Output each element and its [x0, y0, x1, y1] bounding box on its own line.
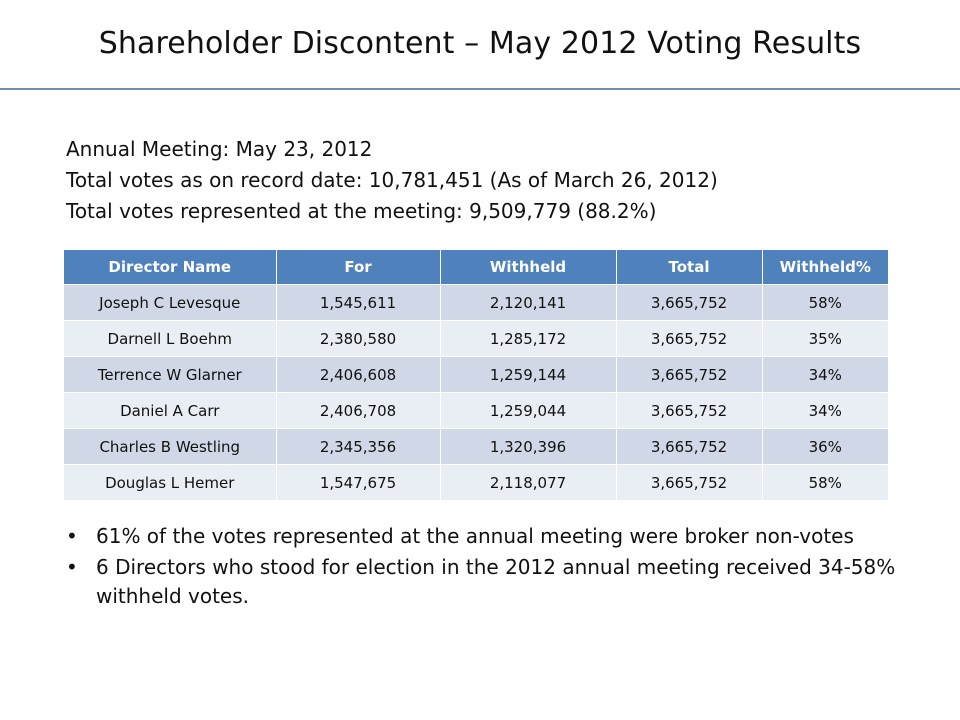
- cell-director-name: Charles B Westling: [64, 428, 277, 465]
- table-row: Darnell L Boehm 2,380,580 1,285,172 3,66…: [64, 320, 888, 357]
- meeting-date-line: Annual Meeting: May 23, 2012: [66, 137, 373, 161]
- slide-title: Shareholder Discontent – May 2012 Voting…: [98, 26, 862, 61]
- table-row: Joseph C Levesque 1,545,611 2,120,141 3,…: [64, 284, 888, 321]
- cell-for: 2,380,580: [276, 320, 441, 357]
- cell-director-name: Douglas L Hemer: [64, 464, 277, 500]
- represented-votes-line: Total votes represented at the meeting: …: [66, 199, 657, 223]
- record-votes-line: Total votes as on record date: 10,781,45…: [66, 168, 718, 192]
- table-row: Terrence W Glarner 2,406,608 1,259,144 3…: [64, 356, 888, 393]
- cell-for: 2,406,708: [276, 392, 441, 429]
- title-divider: [0, 88, 960, 90]
- bullet-dot-icon: •: [66, 555, 78, 579]
- cell-withheld-percent: 35%: [762, 320, 888, 357]
- header-director-name: Director Name: [64, 250, 277, 285]
- cell-total: 3,665,752: [616, 392, 763, 429]
- table-row: Charles B Westling 2,345,356 1,320,396 3…: [64, 428, 888, 465]
- table-header-row: Director Name For Withheld Total Withhel…: [64, 250, 888, 285]
- cell-withheld-percent: 34%: [762, 356, 888, 393]
- cell-total: 3,665,752: [616, 284, 763, 321]
- cell-director-name: Terrence W Glarner: [64, 356, 277, 393]
- cell-withheld: 2,120,141: [440, 284, 617, 321]
- cell-for: 2,406,608: [276, 356, 441, 393]
- bullet-dot-icon: •: [66, 524, 78, 548]
- cell-withheld: 2,118,077: [440, 464, 617, 500]
- cell-withheld-percent: 58%: [762, 464, 888, 500]
- header-withheld: Withheld: [440, 250, 617, 285]
- cell-withheld: 1,285,172: [440, 320, 617, 357]
- cell-withheld-percent: 34%: [762, 392, 888, 429]
- table-row: Daniel A Carr 2,406,708 1,259,044 3,665,…: [64, 392, 888, 429]
- cell-withheld-percent: 58%: [762, 284, 888, 321]
- table-row: Douglas L Hemer 1,547,675 2,118,077 3,66…: [64, 464, 888, 500]
- cell-withheld: 1,259,144: [440, 356, 617, 393]
- cell-for: 1,547,675: [276, 464, 441, 500]
- cell-director-name: Joseph C Levesque: [64, 284, 277, 321]
- bullet-list: • 61% of the votes represented at the an…: [66, 522, 896, 613]
- header-for: For: [276, 250, 441, 285]
- cell-total: 3,665,752: [616, 464, 763, 500]
- header-withheld-percent: Withheld%: [762, 250, 888, 285]
- cell-for: 2,345,356: [276, 428, 441, 465]
- cell-director-name: Daniel A Carr: [64, 392, 277, 429]
- cell-withheld: 1,259,044: [440, 392, 617, 429]
- cell-withheld-percent: 36%: [762, 428, 888, 465]
- meeting-info: Annual Meeting: May 23, 2012 Total votes…: [66, 134, 718, 227]
- voting-results-table: Director Name For Withheld Total Withhel…: [64, 250, 888, 500]
- cell-for: 1,545,611: [276, 284, 441, 321]
- header-total: Total: [616, 250, 763, 285]
- cell-withheld: 1,320,396: [440, 428, 617, 465]
- bullet-item: • 61% of the votes represented at the an…: [66, 522, 896, 551]
- cell-total: 3,665,752: [616, 320, 763, 357]
- cell-director-name: Darnell L Boehm: [64, 320, 277, 357]
- bullet-item: • 6 Directors who stood for election in …: [66, 553, 896, 611]
- bullet-text: 61% of the votes represented at the annu…: [96, 524, 854, 548]
- cell-total: 3,665,752: [616, 356, 763, 393]
- cell-total: 3,665,752: [616, 428, 763, 465]
- bullet-text: 6 Directors who stood for election in th…: [96, 555, 896, 608]
